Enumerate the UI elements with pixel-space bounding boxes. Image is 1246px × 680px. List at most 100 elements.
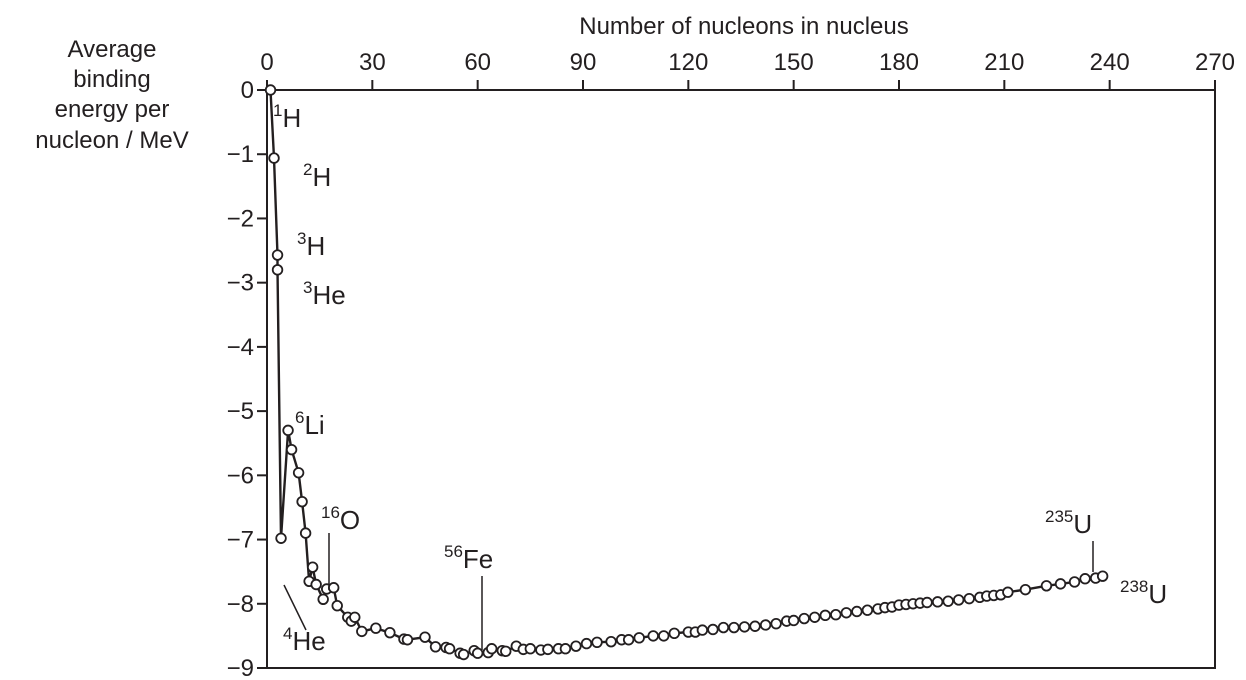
data-point bbox=[1079, 573, 1091, 585]
y-tick-label: −2 bbox=[227, 205, 254, 232]
plot-frame bbox=[266, 89, 1216, 669]
y-axis-title-line-1: Average bbox=[68, 36, 157, 63]
x-tick-label: 30 bbox=[359, 49, 386, 76]
x-tick-label: 240 bbox=[1090, 49, 1130, 76]
data-point bbox=[738, 621, 751, 633]
y-axis-title-line-2: binding bbox=[73, 66, 150, 93]
data-point bbox=[622, 634, 635, 646]
data-point bbox=[668, 627, 680, 640]
nuclide-label: 3He bbox=[303, 278, 346, 310]
data-point bbox=[851, 605, 863, 618]
y-tick-label: −9 bbox=[227, 655, 254, 680]
data-point bbox=[809, 611, 821, 623]
data-point bbox=[443, 643, 456, 655]
data-point bbox=[299, 527, 312, 539]
data-point bbox=[331, 600, 343, 612]
nuclide-label: 6Li bbox=[295, 408, 325, 440]
data-point bbox=[605, 635, 617, 648]
data-point bbox=[384, 626, 396, 639]
data-point bbox=[707, 623, 719, 636]
data-point bbox=[457, 648, 470, 661]
data-point bbox=[559, 643, 572, 655]
y-tick-label: −3 bbox=[227, 270, 254, 297]
data-point bbox=[861, 604, 874, 616]
data-point bbox=[542, 643, 554, 656]
x-tick-label: 60 bbox=[464, 49, 491, 76]
data-point bbox=[1096, 570, 1109, 582]
data-point bbox=[647, 630, 659, 642]
nuclide-label: 4He bbox=[283, 624, 326, 656]
data-point bbox=[268, 152, 280, 164]
data-point bbox=[296, 495, 308, 508]
nuclide-label: 1H bbox=[273, 101, 301, 133]
data-point bbox=[429, 641, 442, 653]
y-tick-label: −4 bbox=[227, 334, 254, 361]
data-point bbox=[830, 608, 842, 621]
data-point bbox=[349, 611, 361, 623]
data-point bbox=[580, 637, 593, 650]
data-point bbox=[524, 643, 537, 655]
y-tick-label: −8 bbox=[227, 591, 254, 618]
data-point bbox=[271, 249, 284, 261]
series-line bbox=[269, 89, 1103, 656]
nuclide-label: 235U bbox=[1045, 507, 1092, 539]
data-point bbox=[306, 561, 319, 573]
data-point bbox=[419, 631, 431, 643]
data-point bbox=[798, 612, 810, 625]
data-point bbox=[328, 582, 340, 594]
y-axis-title-line-4: nucleon / MeV bbox=[35, 127, 188, 154]
data-point bbox=[952, 594, 965, 606]
data-point bbox=[401, 634, 414, 646]
data-point bbox=[749, 620, 761, 632]
data-point bbox=[728, 621, 740, 634]
data-point bbox=[696, 624, 709, 636]
y-tick-label: −6 bbox=[227, 462, 254, 489]
x-tick-label: 270 bbox=[1195, 49, 1235, 76]
data-point bbox=[633, 632, 645, 644]
x-tick-label: 210 bbox=[984, 49, 1024, 76]
data-point bbox=[770, 617, 782, 630]
data-point bbox=[942, 595, 954, 607]
data-point bbox=[1068, 576, 1081, 588]
data-point bbox=[591, 636, 603, 649]
x-tick-label: 120 bbox=[668, 49, 708, 76]
nuclide-label: 238U bbox=[1120, 577, 1167, 609]
data-point bbox=[570, 640, 582, 652]
data-point bbox=[356, 625, 368, 638]
leader-line bbox=[283, 584, 307, 631]
x-tick-label: 150 bbox=[774, 49, 814, 76]
data-point bbox=[840, 607, 853, 619]
data-point bbox=[759, 619, 772, 631]
nuclide-label: 3H bbox=[297, 229, 325, 261]
y-tick-label: −1 bbox=[227, 141, 254, 168]
data-point bbox=[1054, 578, 1067, 590]
data-point bbox=[292, 467, 305, 479]
x-tick-label: 0 bbox=[260, 49, 273, 76]
data-point bbox=[1002, 586, 1014, 598]
data-point bbox=[787, 614, 800, 627]
x-tick-label: 90 bbox=[570, 49, 597, 76]
y-axis-title-line-3: energy per bbox=[55, 96, 170, 123]
data-point bbox=[317, 593, 329, 605]
y-tick-label: −5 bbox=[227, 398, 254, 425]
nuclide-label: 16O bbox=[321, 503, 360, 535]
nuclide-label: 2H bbox=[303, 160, 331, 192]
data-point bbox=[486, 643, 498, 655]
data-point bbox=[658, 630, 670, 642]
data-point bbox=[963, 592, 975, 605]
data-point bbox=[931, 596, 944, 608]
data-point bbox=[471, 647, 484, 659]
data-point bbox=[500, 645, 512, 658]
data-point bbox=[717, 621, 730, 634]
y-tick-label: 0 bbox=[241, 77, 254, 104]
data-point bbox=[275, 532, 287, 544]
data-point bbox=[282, 424, 294, 437]
data-point bbox=[264, 84, 277, 96]
data-point bbox=[370, 622, 382, 634]
data-point bbox=[1019, 583, 1032, 596]
data-point bbox=[285, 443, 298, 456]
data-point bbox=[310, 578, 322, 591]
x-axis-title: Number of nucleons in nucleus bbox=[579, 13, 909, 40]
data-point bbox=[921, 596, 933, 609]
